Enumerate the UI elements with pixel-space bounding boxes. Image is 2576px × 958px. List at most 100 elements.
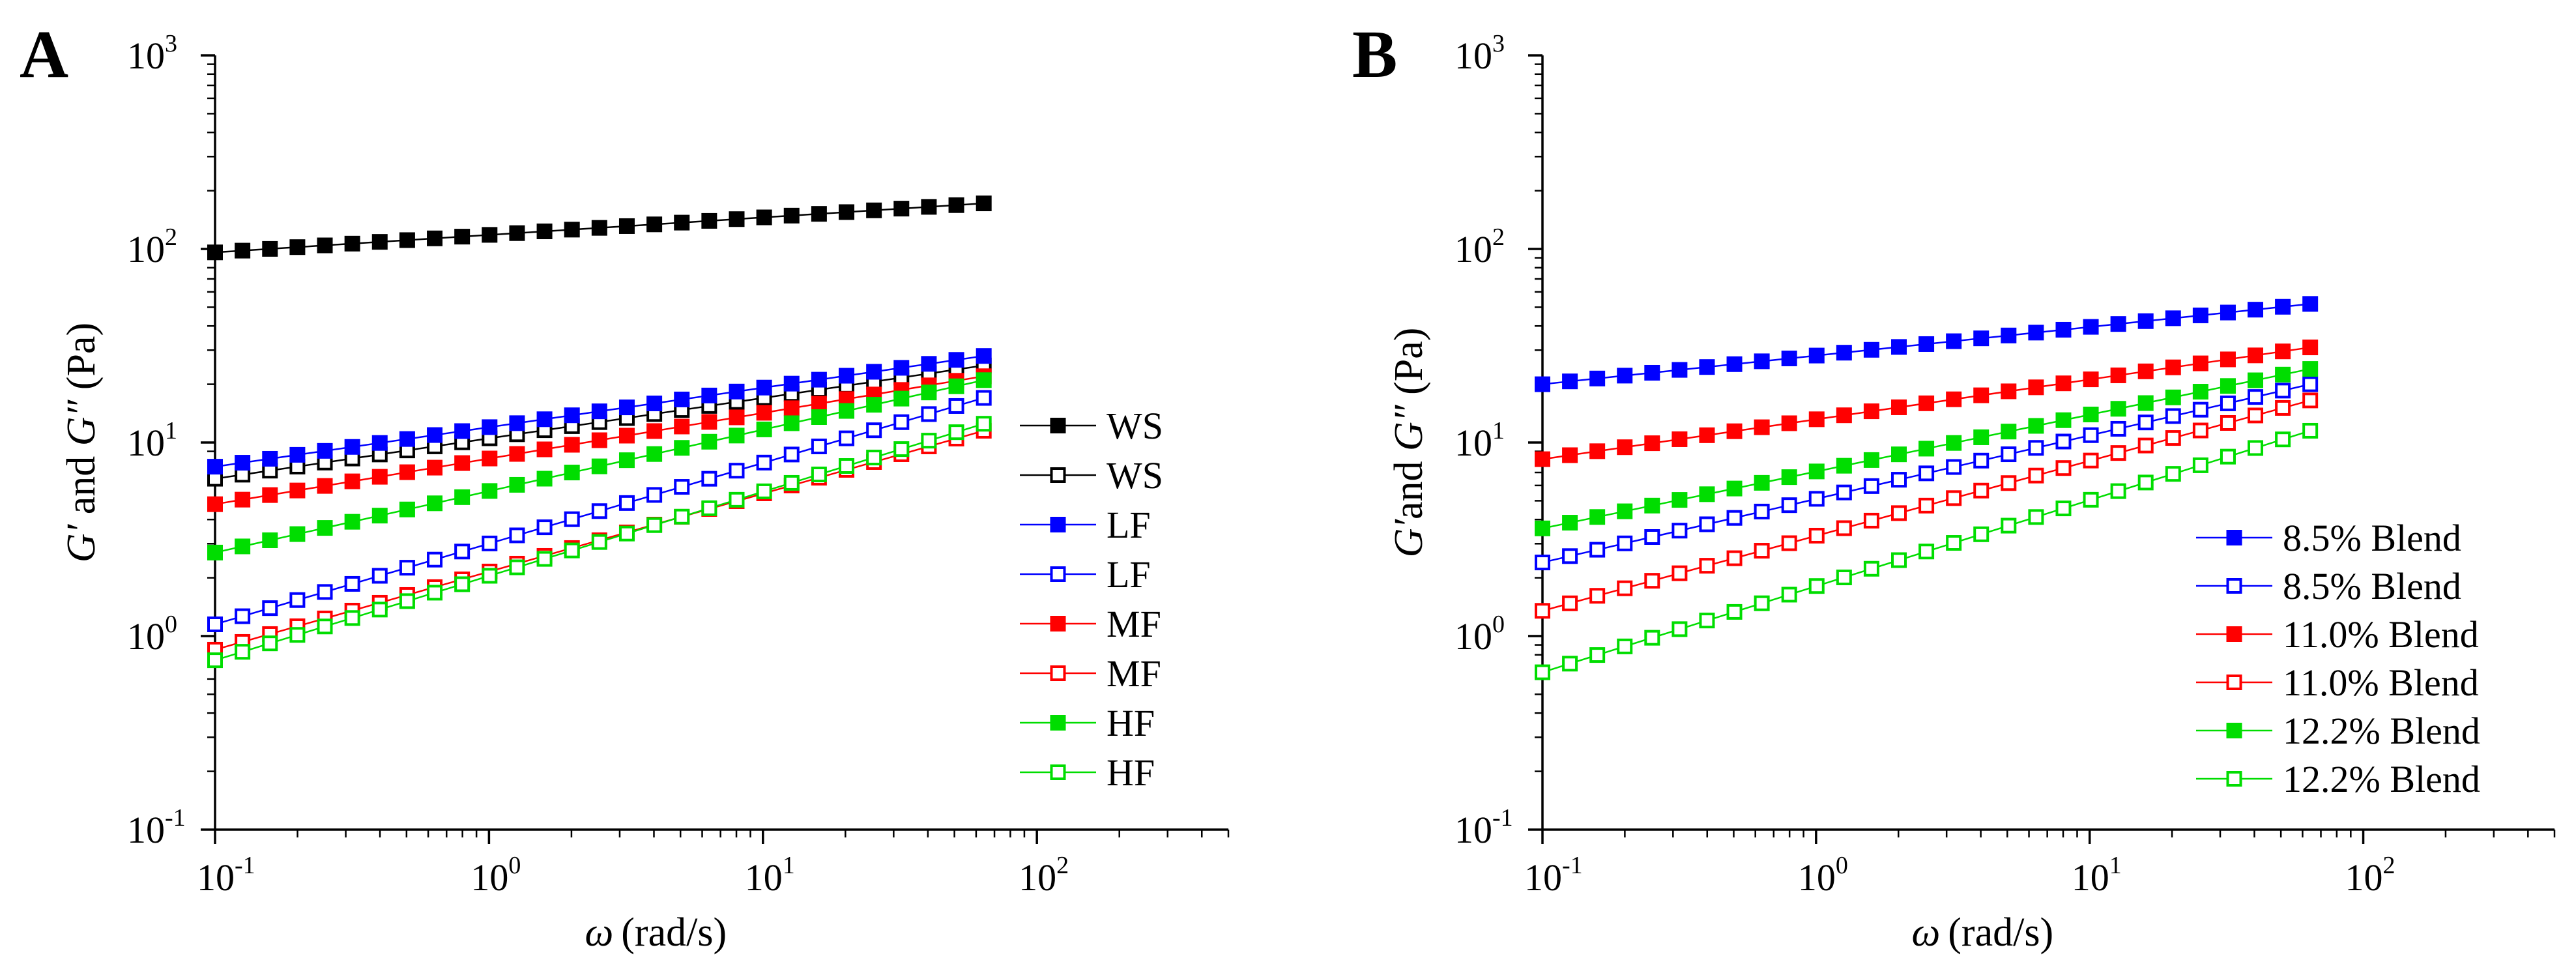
x-axis-title: ω (rad/s)	[585, 910, 727, 955]
data-point	[1918, 497, 1935, 514]
legend-label: LF	[1107, 553, 1151, 596]
data-point	[1617, 535, 1633, 551]
data-point	[2083, 371, 2099, 388]
data-point	[1535, 603, 1550, 619]
data-point	[509, 527, 525, 544]
data-point	[427, 495, 443, 512]
data-point	[2302, 422, 2319, 439]
y-tick-exp: 2	[1492, 224, 1505, 251]
panel-label: B	[1352, 17, 1397, 92]
data-point	[839, 458, 855, 474]
data-point	[235, 608, 251, 624]
legend-entry: 8.5% Blend	[2196, 517, 2461, 559]
data-point	[866, 364, 882, 380]
data-point	[427, 459, 443, 476]
data-point	[2248, 372, 2264, 388]
data-point	[399, 560, 415, 576]
data-point	[674, 508, 690, 525]
data-point	[1672, 565, 1688, 581]
x-axis-title: ω (rad/s)	[1912, 910, 2054, 955]
x-tick-label: 102	[2345, 852, 2395, 899]
data-point	[1644, 630, 1660, 646]
data-point	[756, 405, 772, 421]
y-axis-g-prime: G′	[1387, 519, 1431, 558]
data-point	[839, 204, 855, 220]
x-axis-symbol: ω	[585, 910, 614, 955]
data-point	[289, 482, 306, 499]
data-point	[289, 627, 306, 643]
series-hf-loss	[207, 416, 992, 669]
data-point	[2028, 440, 2044, 456]
data-point	[1589, 542, 1606, 558]
data-point	[344, 610, 360, 626]
data-point	[564, 437, 580, 453]
data-point	[1562, 373, 1578, 390]
x-tick-label: 101	[2072, 852, 2122, 899]
data-point	[2001, 424, 2017, 440]
data-point	[783, 375, 800, 392]
data-point	[756, 209, 772, 225]
data-point	[1726, 550, 1743, 566]
data-point	[729, 491, 745, 508]
legend-label: 12.2% Blend	[2283, 710, 2480, 752]
data-point	[1891, 505, 1907, 521]
data-point	[701, 387, 717, 403]
y-tick-exp: 3	[1492, 30, 1505, 57]
y-tick-base: 10	[1454, 228, 1492, 270]
data-point	[1535, 376, 1550, 392]
data-point	[1617, 503, 1633, 519]
data-point	[1754, 503, 1770, 519]
data-point	[2055, 412, 2072, 428]
data-point	[262, 240, 278, 257]
data-point	[674, 479, 690, 495]
legend-entry: LF	[1020, 504, 1151, 546]
data-point	[2302, 340, 2319, 356]
data-point	[618, 399, 635, 416]
data-point	[618, 525, 635, 542]
data-point	[235, 491, 251, 508]
data-point	[1589, 370, 1606, 386]
data-point	[674, 440, 690, 456]
data-point	[756, 421, 772, 437]
data-point	[564, 222, 580, 238]
data-point	[344, 514, 360, 530]
data-point	[317, 520, 333, 536]
data-point	[2192, 422, 2208, 439]
data-point	[1973, 526, 1990, 542]
data-point	[2165, 466, 2181, 482]
data-point	[317, 237, 333, 254]
data-point	[1836, 457, 1852, 474]
data-point	[235, 242, 251, 259]
data-point	[1562, 595, 1578, 611]
data-point	[207, 459, 223, 475]
data-point	[1808, 527, 1825, 544]
legend-marker	[2226, 771, 2242, 787]
data-point	[317, 584, 333, 600]
y-tick-base: 10	[1454, 422, 1492, 464]
y-tick-label: 100	[1454, 611, 1505, 658]
data-point	[1808, 578, 1825, 594]
x-tick-base: 10	[745, 856, 783, 899]
data-point	[564, 407, 580, 424]
data-point	[482, 227, 498, 243]
data-point	[454, 544, 470, 560]
data-point	[427, 427, 443, 443]
data-point	[371, 602, 388, 618]
data-point	[2028, 379, 2044, 396]
data-point	[646, 446, 663, 462]
x-tick-base: 10	[1019, 856, 1056, 899]
data-point	[2302, 296, 2319, 312]
data-point	[2248, 440, 2264, 456]
data-point	[646, 216, 663, 233]
data-point	[1644, 529, 1660, 545]
y-tick-exp: 1	[165, 417, 177, 444]
data-point	[1754, 353, 1770, 370]
data-point	[454, 229, 470, 245]
data-point	[317, 478, 333, 494]
data-point	[262, 450, 278, 467]
data-point	[482, 568, 498, 584]
data-point	[1589, 588, 1606, 604]
data-point	[262, 487, 278, 503]
y-axis-unit: (Pa)	[59, 323, 104, 400]
